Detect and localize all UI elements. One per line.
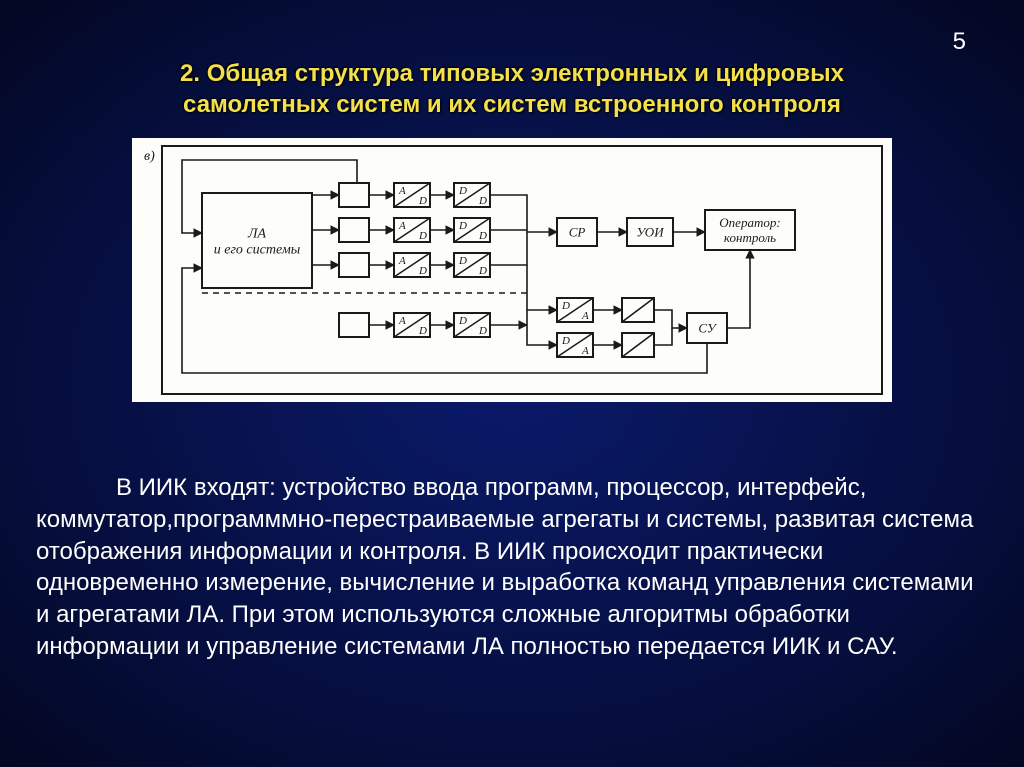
svg-text:D: D	[458, 185, 467, 197]
body-paragraph: В ИИК входят: устройство ввода программ,…	[36, 472, 988, 662]
svg-text:D: D	[418, 325, 427, 337]
svg-text:СУ: СУ	[698, 321, 717, 336]
slide: 5 2. Общая структура типовых электронных…	[0, 0, 1024, 767]
svg-text:A: A	[398, 255, 406, 267]
svg-text:D: D	[458, 255, 467, 267]
svg-text:D: D	[478, 230, 487, 242]
svg-text:A: A	[581, 345, 589, 357]
svg-text:D: D	[561, 300, 570, 312]
svg-text:D: D	[478, 325, 487, 337]
svg-text:контроль: контроль	[724, 230, 776, 245]
svg-text:СР: СР	[569, 225, 586, 240]
svg-text:D: D	[458, 315, 467, 327]
svg-text:D: D	[418, 195, 427, 207]
slide-title: 2. Общая структура типовых электронных и…	[132, 58, 892, 120]
svg-text:D: D	[418, 230, 427, 242]
svg-text:УОИ: УОИ	[636, 225, 664, 240]
svg-text:D: D	[478, 195, 487, 207]
svg-text:A: A	[398, 220, 406, 232]
body-text-span: В ИИК входят: устройство ввода программ,…	[36, 474, 974, 659]
svg-text:D: D	[458, 220, 467, 232]
svg-text:D: D	[561, 335, 570, 347]
svg-text:Оператор:: Оператор:	[719, 215, 780, 230]
svg-text:ЛА: ЛА	[247, 227, 266, 242]
svg-text:и его системы: и его системы	[214, 243, 301, 258]
page-number: 5	[953, 28, 966, 56]
svg-text:A: A	[398, 185, 406, 197]
svg-text:в): в)	[144, 149, 155, 164]
block-diagram: в)ЛАи его системыADADADADDDDDDDDDСРУОИОп…	[132, 138, 892, 402]
svg-text:A: A	[398, 315, 406, 327]
svg-text:D: D	[478, 265, 487, 277]
svg-text:A: A	[581, 310, 589, 322]
svg-text:D: D	[418, 265, 427, 277]
